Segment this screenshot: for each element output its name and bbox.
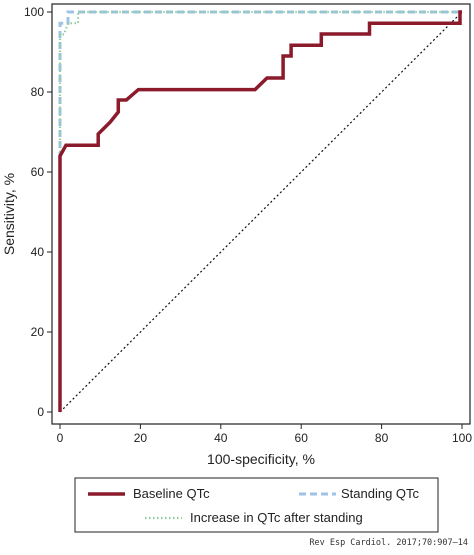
y-axis-title: Sensitivity, % (1, 173, 17, 255)
series-line-baseline-qtc (58, 10, 462, 412)
legend: Baseline QTc Standing QTc Increase in QT… (74, 477, 439, 533)
source-citation: Rev Esp Cardiol. 2017;70:907–14 (309, 538, 468, 548)
x-tick-label-60: 60 (295, 431, 309, 445)
x-tick-label-100: 100 (452, 431, 472, 445)
reference-diagonal-line (59, 11, 463, 413)
y-tick-label-60: 60 (31, 165, 45, 179)
axis-ticks (47, 11, 463, 429)
x-tick-label-80: 80 (375, 431, 389, 445)
y-tick-label-0: 0 (37, 405, 44, 419)
x-axis-title: 100-specificity, % (207, 451, 315, 467)
x-tick-label-0: 0 (57, 431, 64, 445)
x-tick-label-20: 20 (134, 431, 148, 445)
y-tick-label-80: 80 (31, 85, 45, 99)
y-tick-label-20: 20 (31, 325, 45, 339)
plot-frame (51, 3, 471, 425)
legend-box (74, 477, 439, 533)
y-tick-label-40: 40 (31, 245, 45, 259)
legend-label-increase: Increase in QTc after standing (190, 510, 363, 525)
y-tick-label-100: 100 (24, 5, 44, 19)
axis-tick-labels: 0 20 40 60 80 100 0 20 40 60 80 100 (24, 5, 472, 445)
series-line-increase-in-qtc-after-standing (58, 10, 462, 412)
x-tick-label-40: 40 (214, 431, 228, 445)
roc-series (58, 10, 462, 412)
legend-label-baseline: Baseline QTc (133, 486, 210, 501)
legend-label-standing: Standing QTc (341, 486, 420, 501)
